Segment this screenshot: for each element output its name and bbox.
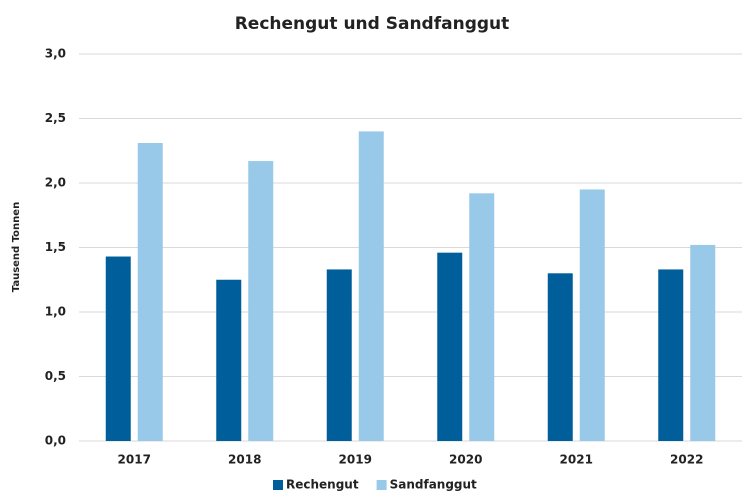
bar xyxy=(216,279,242,441)
y-tick-label: 0,5 xyxy=(45,369,66,383)
chart-title: Rechengut und Sandfanggut xyxy=(235,14,510,34)
legend-label: Sandfanggut xyxy=(390,478,477,492)
x-tick-label: 2021 xyxy=(560,453,593,467)
bar xyxy=(547,273,573,441)
y-tick-label: 0,0 xyxy=(45,434,66,448)
bar xyxy=(469,193,495,441)
legend-label: Rechengut xyxy=(286,478,359,492)
bar xyxy=(248,161,274,441)
y-tick-label: 1,5 xyxy=(45,240,66,254)
bar xyxy=(358,131,384,441)
x-tick-label: 2018 xyxy=(228,453,261,467)
bar xyxy=(105,256,131,441)
bar xyxy=(658,269,684,441)
x-tick-label: 2019 xyxy=(339,453,372,467)
y-axis-label: Tausend Tonnen xyxy=(11,202,22,292)
legend-swatch xyxy=(273,480,283,490)
legend-swatch xyxy=(376,480,387,490)
bar xyxy=(137,143,163,441)
x-tick-label: 2020 xyxy=(449,453,482,467)
bar xyxy=(326,269,352,441)
bar xyxy=(437,252,463,441)
y-tick-label: 2,5 xyxy=(45,111,66,125)
x-tick-label: 2022 xyxy=(670,453,703,467)
y-tick-label: 3,0 xyxy=(45,47,66,61)
x-tick-label: 2017 xyxy=(118,453,151,467)
y-tick-label: 1,0 xyxy=(45,305,66,319)
y-tick-label: 2,0 xyxy=(45,176,66,190)
bar xyxy=(690,244,716,441)
bar xyxy=(579,189,605,441)
